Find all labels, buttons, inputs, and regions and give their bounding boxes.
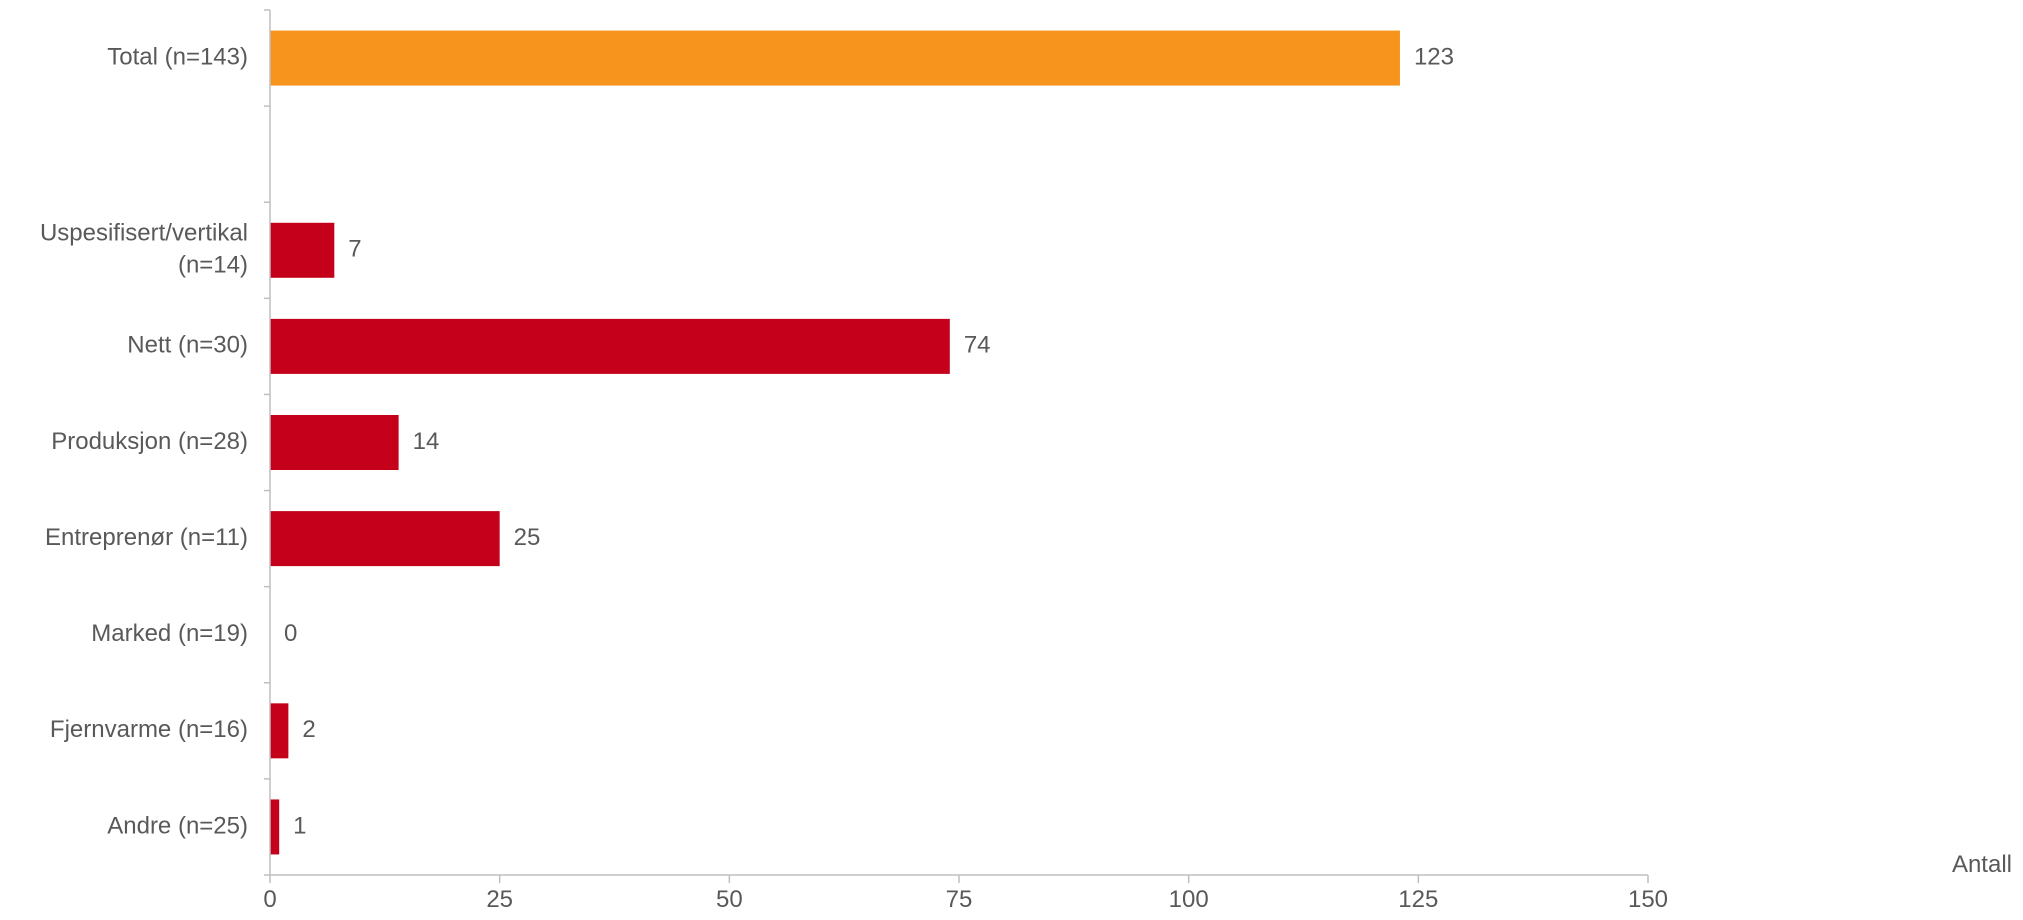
data-label: 74 [964,332,991,359]
x-axis-title: Antall [1952,851,2012,878]
category-label: Fjernvarme (n=16) [50,716,248,743]
category-label-line: Fjernvarme (n=16) [50,716,248,743]
data-label: 1 [293,812,306,839]
category-label-line: Nett (n=30) [127,332,248,359]
category-label-line: Marked (n=19) [91,620,248,647]
data-label: 123 [1414,43,1454,70]
category-label-line: Andre (n=25) [107,812,248,839]
category-label: Entreprenør (n=11) [45,524,248,551]
category-label: Andre (n=25) [107,812,248,839]
category-label-line: (n=14) [178,252,248,279]
data-label: 0 [284,620,297,647]
data-label: 2 [302,716,315,743]
x-tick-label: 75 [946,886,973,913]
bar [270,30,1400,86]
axes-group [264,9,1649,883]
category-label-line: Uspesifisert/vertikal [40,220,248,247]
bar [270,318,950,374]
category-label: Uspesifisert/vertikal (n=14) [40,220,248,279]
category-label: Marked (n=19) [91,620,248,647]
x-tick-label: 125 [1398,886,1438,913]
bar [270,511,500,567]
data-label: 7 [348,236,361,263]
x-tick-label: 150 [1628,886,1668,913]
category-label-line: Produksjon (n=28) [51,428,248,455]
data-label: 25 [514,524,541,551]
data-label: 14 [413,428,440,455]
bars-group [270,30,1400,855]
bar [270,415,399,470]
category-label: Produksjon (n=28) [51,428,248,455]
x-tick-label: 0 [263,886,276,913]
bar [270,799,280,855]
x-tick-label: 100 [1169,886,1209,913]
category-label-line: Total (n=143) [107,43,248,70]
category-label: Nett (n=30) [127,332,248,359]
bar [270,703,289,759]
category-label: Total (n=143) [107,43,248,70]
category-label-line: Entreprenør (n=11) [45,524,248,551]
x-tick-label: 25 [486,886,513,913]
x-tick-label: 50 [716,886,743,913]
labels-group: 123 Total (n=143) 7 Uspesifisert/vertikal (n… [40,43,2012,913]
bar [270,222,335,278]
